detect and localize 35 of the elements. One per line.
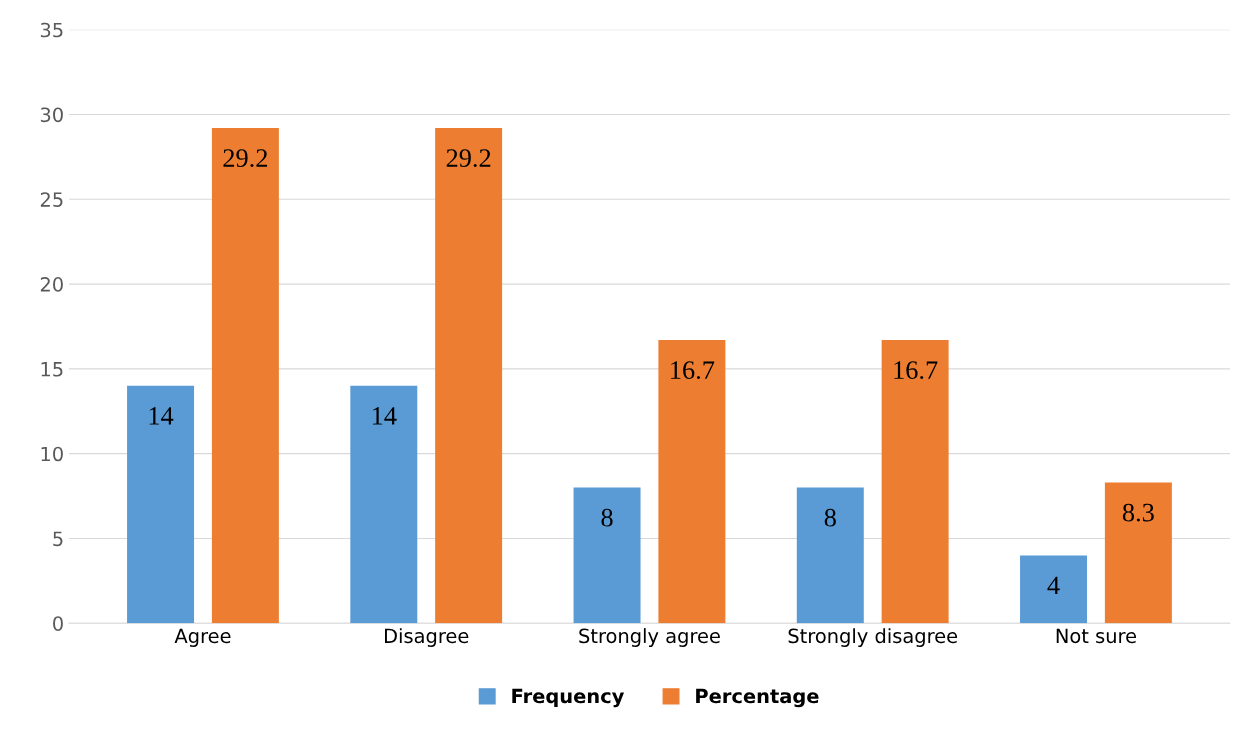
data-label: 8 <box>601 508 613 527</box>
bar <box>127 385 195 624</box>
bar <box>211 128 279 624</box>
y-tick-label: 20 <box>40 277 63 292</box>
y-tick-label: 5 <box>53 531 63 547</box>
x-tick-label: Strongly agree <box>579 628 720 647</box>
y-tick-label: 0 <box>53 616 63 631</box>
data-label: 4 <box>1047 576 1060 595</box>
bar <box>350 385 418 624</box>
data-label: 8.3 <box>1122 503 1154 522</box>
bar <box>573 487 641 624</box>
bar <box>658 340 726 624</box>
y-tick-label: 35 <box>40 22 63 38</box>
y-tick-label: 10 <box>41 446 63 462</box>
bar <box>1104 482 1172 624</box>
legend-label: Percentage <box>696 688 819 708</box>
data-label: 29.2 <box>223 149 268 168</box>
data-label: 29.2 <box>446 149 491 168</box>
y-tick-label: 25 <box>40 192 63 207</box>
bar <box>435 128 503 624</box>
x-tick-label: Agree <box>174 628 231 647</box>
x-tick-label: Not sure <box>1056 628 1137 644</box>
data-label: 8 <box>824 508 836 527</box>
data-label: 14 <box>149 407 174 425</box>
data-label: 14 <box>372 407 397 425</box>
bar <box>881 340 949 624</box>
legend-label: Frequency <box>512 688 625 708</box>
data-label: 16.7 <box>894 361 938 380</box>
y-tick-label: 30 <box>40 107 63 123</box>
y-tick-label: 15 <box>41 362 63 377</box>
bar <box>1020 555 1088 624</box>
x-tick-label: Strongly disagree <box>788 628 958 647</box>
data-label: 16.7 <box>671 361 715 380</box>
bar <box>796 487 864 624</box>
x-tick-label: Disagree <box>385 628 469 647</box>
